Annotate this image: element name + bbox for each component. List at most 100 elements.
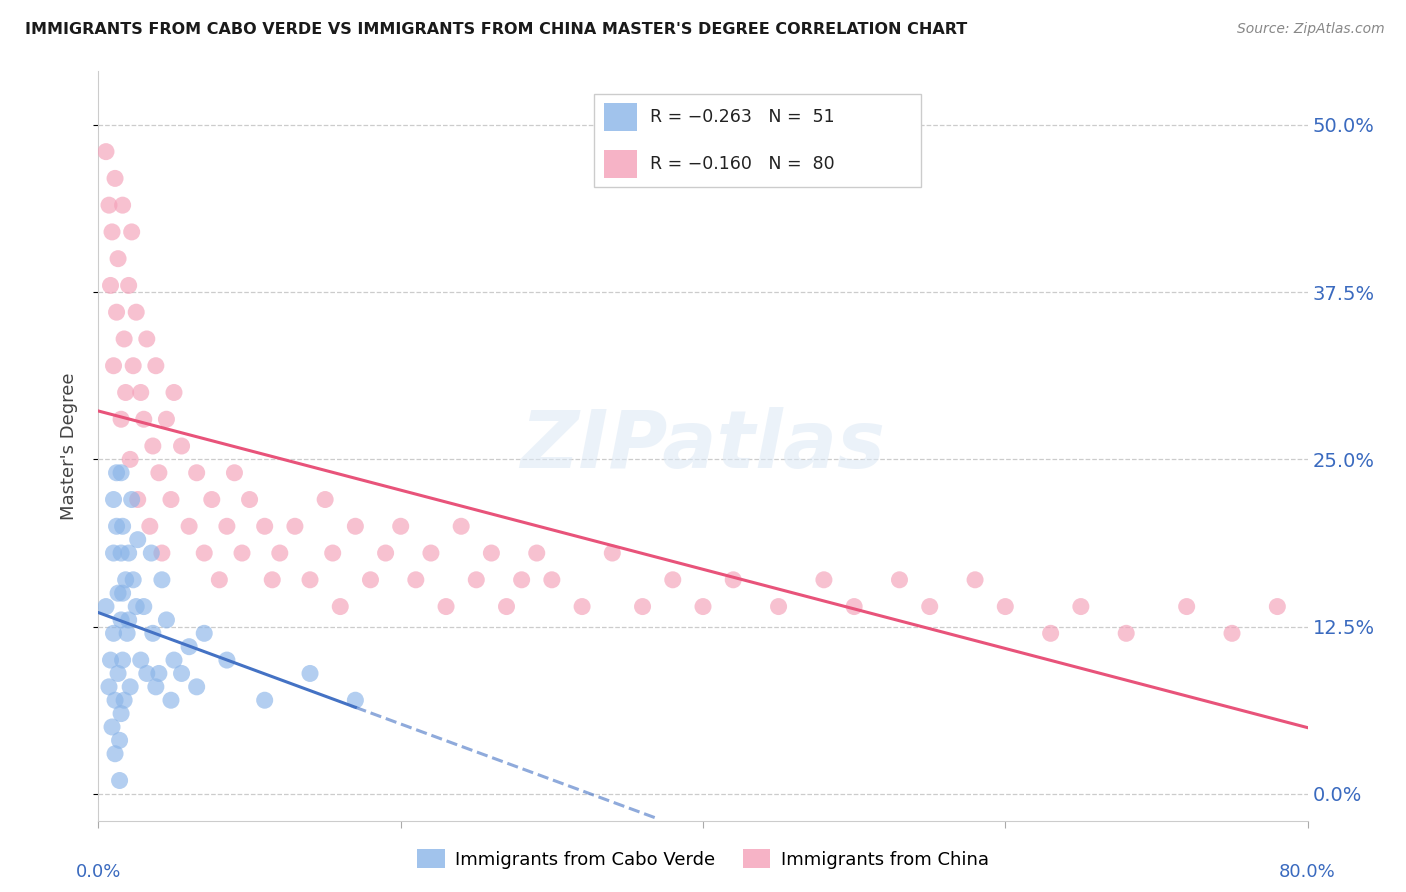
Point (141, 546, 163, 560)
Point (965, 573, 987, 587)
Point (111, 198, 134, 212)
Point (120, 680, 142, 694)
Point (108, 773, 131, 788)
Point (110, 412, 132, 426)
Point (101, 720, 124, 734)
Point (125, 599, 148, 614)
Point (344, 519, 367, 533)
Point (129, 653, 152, 667)
Point (768, 599, 790, 614)
Point (723, 573, 745, 587)
Point (239, 492, 262, 507)
Point (374, 546, 396, 560)
Point (844, 599, 866, 614)
Point (104, 171, 127, 186)
Text: IMMIGRANTS FROM CABO VERDE VS IMMIGRANTS FROM CHINA MASTER'S DEGREE CORRELATION : IMMIGRANTS FROM CABO VERDE VS IMMIGRANTS… (25, 22, 967, 37)
Point (103, 359, 125, 373)
Point (118, 613, 141, 627)
Point (360, 573, 382, 587)
Point (434, 599, 457, 614)
Point (405, 573, 427, 587)
Point (145, 680, 167, 694)
Point (186, 466, 208, 480)
Point (193, 626, 215, 640)
Point (231, 546, 253, 560)
Point (465, 573, 488, 587)
Point (215, 653, 238, 667)
Point (112, 332, 135, 346)
Point (495, 599, 517, 614)
Point (201, 492, 224, 507)
Point (121, 225, 143, 239)
Point (150, 546, 173, 560)
Point (94, 599, 117, 614)
Point (540, 573, 562, 587)
Point (98, 198, 121, 212)
Point (160, 693, 183, 707)
Legend: Immigrants from Cabo Verde, Immigrants from China: Immigrants from Cabo Verde, Immigrants f… (411, 842, 995, 876)
Point (299, 666, 322, 681)
Point (122, 573, 145, 587)
Point (127, 533, 149, 547)
Point (322, 546, 344, 560)
Point (150, 573, 173, 587)
Point (813, 573, 835, 587)
Point (918, 599, 941, 614)
Y-axis label: Master's Degree: Master's Degree (59, 372, 77, 520)
Point (329, 599, 352, 614)
Point (132, 412, 155, 426)
Point (108, 733, 131, 747)
Point (110, 466, 132, 480)
Point (111, 519, 134, 533)
Point (110, 613, 132, 627)
Point (186, 680, 208, 694)
Point (1175, 599, 1198, 614)
Point (155, 412, 177, 426)
Point (135, 666, 157, 681)
Point (112, 693, 135, 707)
Point (1039, 626, 1062, 640)
Point (889, 573, 911, 587)
Point (170, 666, 193, 681)
Point (142, 626, 165, 640)
Point (105, 305, 128, 319)
Point (132, 599, 155, 614)
Point (129, 385, 152, 400)
Point (98, 680, 121, 694)
Point (118, 278, 141, 293)
Point (100, 278, 122, 293)
Point (481, 546, 503, 560)
Text: 0.0%: 0.0% (76, 863, 121, 881)
Point (420, 546, 443, 560)
Point (104, 693, 127, 707)
Point (215, 519, 238, 533)
Point (120, 452, 142, 467)
Text: Source: ZipAtlas.com: Source: ZipAtlas.com (1237, 22, 1385, 37)
Point (115, 626, 138, 640)
Point (110, 706, 132, 721)
Point (139, 519, 162, 533)
Point (104, 747, 127, 761)
Point (110, 546, 132, 560)
Point (103, 546, 125, 560)
Point (94, 145, 117, 159)
Point (121, 492, 143, 507)
Point (145, 359, 167, 373)
Point (111, 586, 134, 600)
Point (142, 439, 165, 453)
Text: 80.0%: 80.0% (1279, 863, 1336, 881)
Point (344, 693, 367, 707)
Point (193, 546, 215, 560)
Point (148, 466, 170, 480)
Point (118, 546, 141, 560)
Point (208, 573, 231, 587)
Point (163, 653, 186, 667)
Point (1267, 599, 1289, 614)
Point (1115, 626, 1137, 640)
Point (253, 519, 276, 533)
Point (127, 492, 149, 507)
Point (389, 519, 412, 533)
Point (510, 573, 533, 587)
Point (114, 573, 136, 587)
Point (114, 385, 136, 400)
